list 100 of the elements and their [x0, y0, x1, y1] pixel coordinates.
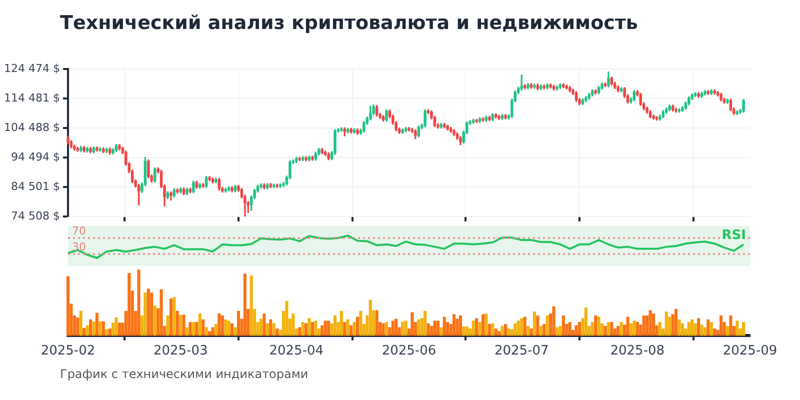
bar: [703, 327, 706, 336]
bar: [98, 321, 102, 336]
bar: [340, 310, 343, 336]
bar: [632, 320, 636, 336]
bar: [218, 313, 221, 336]
bar: [500, 326, 504, 336]
bar: [410, 312, 414, 336]
bar: [153, 306, 156, 336]
bar: [88, 319, 92, 336]
bar: [214, 324, 218, 336]
bar: [498, 331, 501, 336]
bar: [678, 319, 681, 336]
bar: [736, 320, 739, 336]
bar: [664, 312, 668, 336]
bar: [417, 319, 420, 336]
bar: [652, 313, 656, 336]
bar: [706, 319, 710, 336]
bar: [442, 316, 446, 336]
bar: [128, 272, 131, 336]
bar: [404, 320, 408, 336]
bar: [243, 274, 246, 336]
bar: [186, 327, 189, 336]
y-tick-label: 114 481 $: [4, 91, 60, 104]
bar: [426, 323, 430, 336]
bar: [114, 317, 118, 336]
bar: [310, 322, 314, 336]
bar: [352, 322, 356, 336]
bar: [494, 328, 498, 336]
bar: [458, 315, 462, 336]
bar: [680, 323, 684, 336]
y-tick-label: 74 508 $: [11, 209, 60, 222]
bar: [481, 314, 485, 336]
bar: [314, 320, 318, 336]
x-tick-label: 2025-09: [722, 344, 778, 359]
bar: [262, 313, 266, 336]
bar: [292, 313, 295, 336]
bar: [401, 322, 404, 336]
bar: [530, 328, 533, 336]
bar: [594, 315, 598, 336]
bar: [108, 328, 112, 336]
bar: [507, 328, 510, 336]
bar: [516, 320, 520, 336]
bar: [298, 327, 302, 336]
bar: [610, 322, 614, 336]
bar: [526, 326, 530, 336]
bar: [574, 325, 578, 336]
bar: [182, 314, 186, 336]
ref-line-label: 70: [72, 224, 86, 238]
bar: [308, 318, 311, 336]
bar: [350, 325, 353, 336]
bar: [230, 323, 234, 336]
bar: [504, 324, 508, 336]
bar: [202, 319, 205, 336]
bar: [568, 322, 572, 336]
bar: [520, 318, 524, 336]
bar: [220, 315, 224, 336]
bar: [626, 316, 630, 336]
y-tick-label: 94 494 $: [11, 150, 60, 164]
bar: [150, 292, 154, 336]
bar: [700, 324, 704, 336]
bar: [616, 326, 620, 336]
bar: [82, 328, 86, 336]
bar: [333, 315, 337, 336]
bar: [234, 327, 237, 336]
bar: [729, 315, 732, 336]
bar: [356, 316, 360, 336]
bar: [166, 315, 170, 336]
bar: [301, 322, 304, 336]
bar: [144, 292, 147, 336]
bar: [658, 322, 662, 336]
bar: [269, 319, 272, 336]
x-tick-label: 2025-03: [153, 344, 208, 359]
x-tick-label: 2025-08: [610, 344, 665, 359]
bar: [436, 320, 440, 336]
bar: [697, 318, 700, 336]
bar: [236, 310, 240, 336]
x-tick-label: 2025-02: [40, 344, 96, 359]
y-tick-label: 124 474 $: [4, 62, 60, 75]
bar: [285, 301, 288, 336]
bar: [555, 327, 559, 336]
bar: [79, 310, 82, 336]
y-tick-label: 104 488 $: [4, 120, 60, 134]
bar: [606, 322, 610, 336]
bar: [604, 326, 607, 336]
bar: [536, 315, 540, 336]
bar: [472, 320, 475, 336]
bar: [674, 308, 678, 336]
bar: [272, 323, 276, 336]
bar: [324, 320, 327, 336]
bar: [198, 313, 202, 336]
bar: [690, 319, 694, 336]
bar: [204, 327, 208, 336]
bar: [276, 328, 279, 336]
bar: [394, 318, 398, 336]
bar: [137, 270, 140, 336]
bar: [359, 310, 362, 336]
bar: [208, 331, 212, 336]
bar: [546, 315, 549, 336]
bar: [179, 314, 182, 336]
bar: [629, 323, 632, 336]
